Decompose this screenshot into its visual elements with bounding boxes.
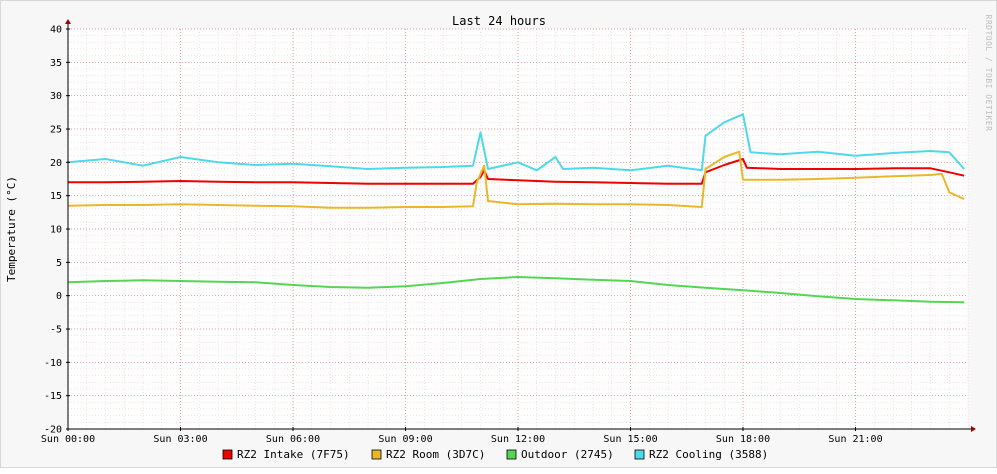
x-tick-label: Sun 15:00: [603, 434, 657, 445]
series-line-1: [68, 158, 965, 185]
y-tick-label: 40: [50, 25, 62, 36]
series-layer: [67, 113, 965, 304]
x-tick-label: Sun 06:00: [266, 434, 320, 445]
y-tick-label: -5: [50, 325, 62, 336]
series-line-3: [67, 276, 965, 304]
y-tick-label: 10: [50, 225, 62, 236]
series-line-2: [67, 150, 965, 209]
y-tick-label: 15: [50, 191, 62, 202]
legend-label: RZ2 Intake (7F75): [237, 448, 350, 461]
y-axis-arrow: [65, 19, 71, 24]
x-axis-arrow: [971, 426, 976, 432]
x-tick-label: Sun 03:00: [153, 434, 207, 445]
chart-title: Last 24 hours: [452, 14, 546, 28]
x-tick-label: Sun 09:00: [378, 434, 432, 445]
legend-swatch: [634, 449, 645, 460]
x-tick-label: Sun 00:00: [41, 434, 95, 445]
y-tick-label: 5: [56, 258, 62, 269]
legend: RZ2 Intake (7F75) RZ2 Room (3D7C) Outdoor …: [222, 448, 768, 461]
y-tick-label: -15: [44, 391, 62, 402]
y-tick-label: -20: [44, 425, 62, 436]
x-tick-labels: Sun 00:00 Sun 03:00 Sun 06:00 Sun 09:00 Sun …: [41, 434, 883, 445]
y-tick-labels: -20 -15 -10 -5 0 5 10 15 20 25 30 35 40: [44, 25, 62, 436]
legend-label: Outdoor (2745): [521, 448, 614, 461]
legend-swatch: [222, 449, 233, 460]
y-axis-label: Temperature (°C): [5, 176, 18, 282]
y-tick-label: 25: [50, 125, 62, 136]
y-tick-label: 30: [50, 91, 62, 102]
legend-label: RZ2 Room (3D7C): [386, 448, 485, 461]
x-tick-label: Sun 12:00: [491, 434, 545, 445]
x-tick-label: Sun 21:00: [828, 434, 882, 445]
y-tick-label: -10: [44, 358, 62, 369]
axes: [65, 19, 976, 432]
series-line-4: [67, 113, 965, 172]
x-tick-label: Sun 18:00: [716, 434, 770, 445]
legend-swatch: [506, 449, 517, 460]
rrdtool-watermark: RRDTOOL / TOBI OETIKER: [984, 15, 993, 132]
y-tick-label: 35: [50, 58, 62, 69]
legend-label: RZ2 Cooling (3588): [649, 448, 768, 461]
y-tick-label: 20: [50, 158, 62, 169]
y-tick-label: 0: [56, 291, 62, 302]
legend-swatch: [371, 449, 382, 460]
